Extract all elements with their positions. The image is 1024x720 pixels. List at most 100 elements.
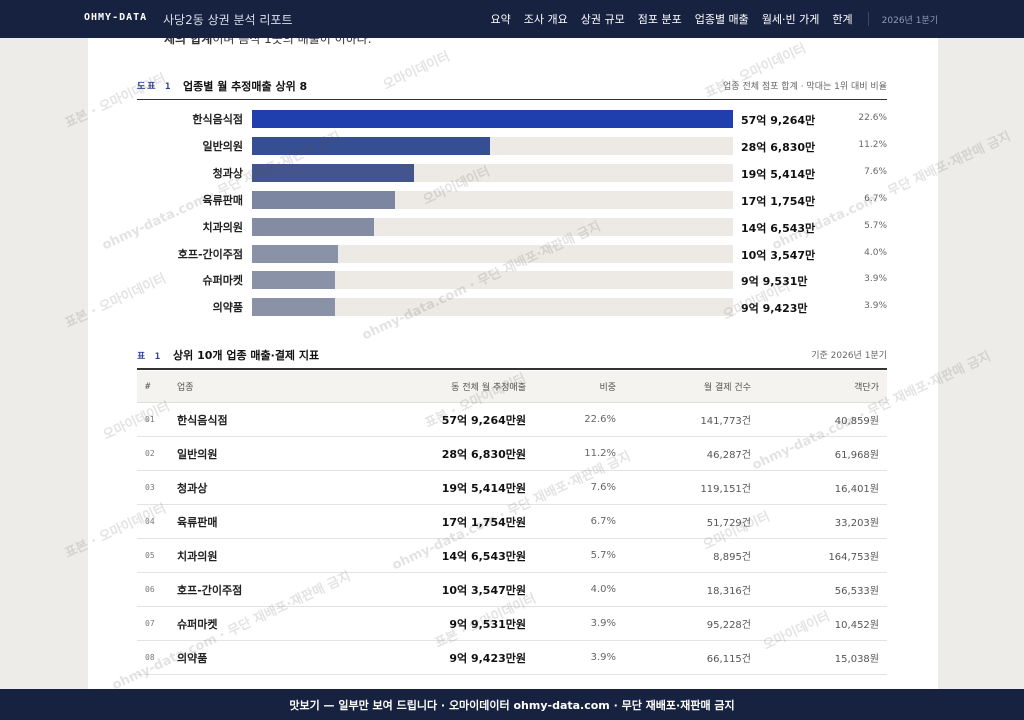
cell-industry: 육류판매 [177,515,218,529]
bar-row: 육류판매 17억 1,754만 6.7% [137,190,887,209]
footer-text: 맛보기 — 일부만 보여 드립니다 · 오마이데이터 ohmy-data.com… [289,698,735,712]
nav-item-store-distribution[interactable]: 점포 분포 [637,13,682,26]
cell-sales: 17억 1,754만원 [441,515,526,529]
cell-payments: 141,773건 [700,416,751,427]
bar-category-label: 한식음식점 [192,113,243,126]
cell-rank: 07 [145,619,155,628]
table-row: 03 청과상 19억 5,414만원 7.6% 119,151건 16,401원 [137,471,887,505]
bar-value-label: 17억 1,754만 [741,194,816,208]
table-row: 04 육류판매 17억 1,754만원 6.7% 51,729건 33,203원 [137,505,887,539]
bar-share-label: 4.0% [864,247,887,258]
bar-row: 한식음식점 57억 9,264만 22.6% [137,110,887,128]
table-row: 01 한식음식점 57억 9,264만원 22.6% 141,773건 40,859원 [137,403,887,437]
bar-track [252,271,733,290]
table-column-header: # 업종 동 전체 월 추정매출 비중 월 결제 건수 객단가 [137,371,887,403]
cell-unit-price: 56,533원 [834,586,879,597]
cell-unit-price: 33,203원 [834,518,879,529]
table-row: 05 치과의원 14억 6,543만원 5.7% 8,895건 164,753원 [137,539,887,573]
cell-industry: 의약품 [177,651,208,665]
col-header-share: 비중 [599,383,616,393]
nav-item-rent-vacancy[interactable]: 월세·빈 가게 [761,13,820,26]
cell-industry: 청과상 [177,481,208,495]
cell-unit-price: 61,968원 [834,450,879,461]
brand-logo[interactable]: OHMY-DATA [84,12,148,23]
table-note: 기준 2026년 1분기 [811,351,887,361]
cell-share: 22.6% [584,414,616,425]
cell-share: 4.0% [590,584,616,595]
bar-track [252,217,733,236]
cell-rank: 08 [145,653,155,662]
table-title: 상위 10개 업종 매출·결제 지표 [173,349,320,362]
cell-share: 7.6% [590,482,616,493]
bar [252,136,491,155]
bar-row: 의약품 9억 9,423만 3.9% [137,298,887,317]
bar [252,271,335,290]
nav-item-overview[interactable]: 조사 개요 [523,13,568,26]
figure-title: 업종별 월 추정매출 상위 8 [183,80,308,93]
intro-paragraph: 체의 합계이며 음식 1곳의 매출이 이하다. [164,38,372,47]
col-header-industry: 업종 [177,383,194,393]
col-header-payments: 월 결제 건수 [703,383,751,393]
figure-tag: 도표 1 [137,82,173,92]
bar-row: 치과의원 14억 6,543만 5.7% [137,217,887,236]
cell-industry: 호프-간이주점 [177,583,243,597]
cell-industry: 치과의원 [177,549,218,563]
bar-track [252,136,733,155]
bar [252,244,339,263]
nav-item-market-size[interactable]: 상권 규모 [580,13,625,26]
bar-category-label: 슈퍼마켓 [202,274,243,288]
bar-row: 슈퍼마켓 9억 9,531만 3.9% [137,271,887,290]
cell-rank: 03 [145,483,155,492]
cell-payments: 51,729건 [706,518,751,529]
nav-divider [867,12,869,26]
bar-share-label: 7.6% [864,166,887,177]
bar-track [252,190,733,209]
cell-rank: 02 [145,449,155,458]
section-nav: 요약 조사 개요 상권 규모 점포 분포 업종별 매출 월세·빈 가게 한계 2… [490,0,938,38]
cell-share: 6.7% [590,516,616,527]
bar-category-label: 호프-간이주점 [177,247,243,261]
cell-payments: 66,115건 [706,654,751,665]
cell-payments: 8,895건 [713,552,751,563]
nav-item-summary[interactable]: 요약 [490,13,511,26]
bar-share-label: 3.9% [864,301,887,312]
cell-payments: 18,316건 [706,586,751,597]
industry-metrics-table: # 업종 동 전체 월 추정매출 비중 월 결제 건수 객단가 01 한식음식점 5… [137,371,887,675]
cell-rank: 06 [145,585,155,594]
nav-item-sales-by-industry[interactable]: 업종별 매출 [694,13,749,26]
table-header: 표 1 상위 10개 업종 매출·결제 지표 기준 2026년 1분기 [137,346,887,370]
cell-sales: 14억 6,543만원 [441,549,526,563]
bar-row: 청과상 19억 5,414만 7.6% [137,163,887,182]
figure-header: 도표 1 업종별 월 추정매출 상위 8 업종 전체 점포 합계 · 막대는 1… [137,78,887,100]
top-navbar: OHMY-DATA 사당2동 상권 분석 리포트 요약 조사 개요 상권 규모 … [0,0,1024,38]
cell-industry: 슈퍼마켓 [177,617,218,631]
bar-category-label: 치과의원 [202,220,243,234]
table-row: 08 의약품 9억 9,423만원 3.9% 66,115건 15,038원 [137,641,887,675]
bar [252,163,415,182]
figure-note: 업종 전체 점포 합계 · 막대는 1위 대비 비율 [723,82,887,92]
bar-category-label: 일반의원 [202,139,243,153]
bar-share-label: 5.7% [864,220,887,231]
cell-industry: 한식음식점 [177,413,228,427]
bar-category-label: 육류판매 [202,193,243,207]
cell-unit-price: 10,452원 [834,620,879,631]
cell-rank: 04 [145,517,155,526]
cell-sales: 28억 6,830만원 [441,447,526,461]
bar-value-label: 19억 5,414만 [741,167,816,181]
bar-track [252,163,733,182]
nav-item-limitations[interactable]: 한계 [832,13,853,26]
cell-share: 3.9% [590,652,616,663]
bar [252,110,733,128]
cell-unit-price: 15,038원 [834,654,879,665]
cell-rank: 05 [145,551,155,560]
bar [252,190,395,209]
sales-bar-chart: 한식음식점 57억 9,264만 22.6% 일반의원 28억 6,830만 11.2% 청… [137,110,887,320]
cell-unit-price: 40,859원 [834,416,879,427]
cell-sales: 9억 9,531만원 [449,617,526,631]
cell-industry: 일반의원 [177,447,218,461]
report-title: 사당2동 상권 분석 리포트 [163,13,293,27]
col-header-unit-price: 객단가 [854,383,879,393]
bar-row: 호프-간이주점 10억 3,547만 4.0% [137,244,887,263]
report-paper: 체의 합계이며 음식 1곳의 매출이 이하다. 도표 1 업종별 월 추정매출 … [88,38,938,690]
bar-category-label: 청과상 [212,166,243,180]
